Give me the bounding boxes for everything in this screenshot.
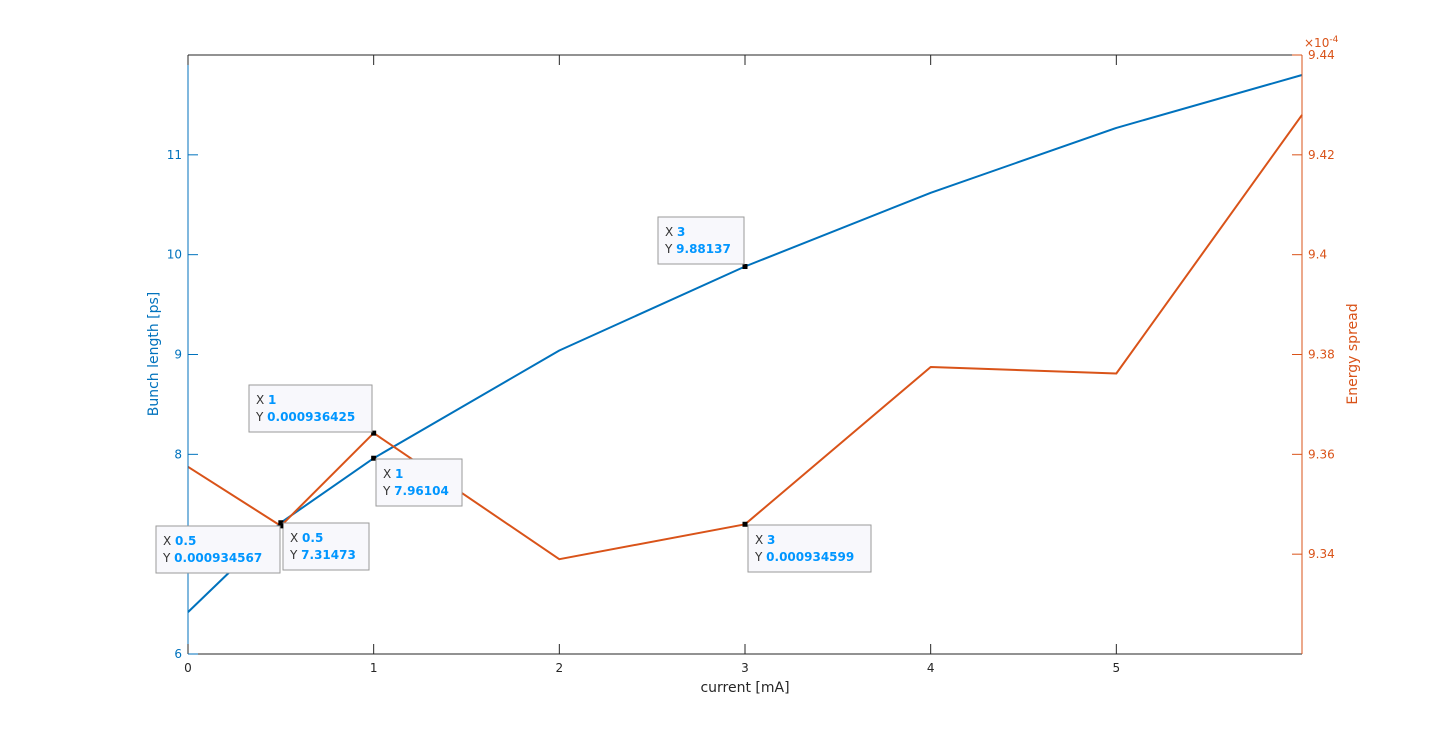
datatip: X 3Y 0.000934599 <box>742 521 872 573</box>
datatip-x-key: X <box>163 534 175 548</box>
datatip-x-line: X 3 <box>665 225 685 239</box>
x-axis-label: current [mA] <box>700 680 789 696</box>
datatip-x-line: X 3 <box>755 533 775 547</box>
datatip-marker <box>371 455 377 461</box>
datatip-x-value: 3 <box>767 533 775 547</box>
datatip-y-line: Y 0.000934599 <box>754 550 854 564</box>
datatip-y-key: Y <box>162 551 174 565</box>
datatip-y-key: Y <box>289 548 301 562</box>
datatip-y-line: Y 9.88137 <box>664 242 731 256</box>
datatip-x-value: 3 <box>677 225 685 239</box>
datatip-x-line: X 1 <box>383 467 403 481</box>
x-tick-label: 2 <box>556 661 564 675</box>
datatip-box <box>375 458 463 507</box>
bunch-length-line <box>187 74 1303 613</box>
right-y-tick-label: 9.34 <box>1308 547 1335 561</box>
left-y-tick-label: 8 <box>174 447 182 461</box>
datatip-y-value: 7.96104 <box>394 484 449 498</box>
right-y-tick-label: 9.4 <box>1308 248 1327 262</box>
datatip-y-value: 7.31473 <box>301 548 356 562</box>
energy-spread-line <box>187 114 1303 561</box>
datatip-x-value: 1 <box>268 393 276 407</box>
datatip-x-value: 0.5 <box>175 534 196 548</box>
datatip-box <box>747 524 872 573</box>
right-y-tick-label: 9.42 <box>1308 148 1335 162</box>
datatip-x-value: 1 <box>395 467 403 481</box>
plot-area <box>187 74 1303 613</box>
datatip-marker <box>742 521 748 527</box>
datatip-y-key: Y <box>754 550 766 564</box>
right-y-tick-label: 9.38 <box>1308 348 1335 362</box>
datatip-y-value: 0.000936425 <box>267 410 355 424</box>
datatip-x-value: 0.5 <box>302 531 323 545</box>
datatip-x-key: X <box>665 225 677 239</box>
left-y-tick-label: 6 <box>174 647 182 661</box>
datatip-y-value: 9.88137 <box>676 242 731 256</box>
datatip: X 1Y 7.96104 <box>371 455 463 507</box>
datatip-marker <box>371 430 377 436</box>
datatip-box <box>657 216 745 265</box>
datatip-x-line: X 1 <box>256 393 276 407</box>
datatip-x-key: X <box>256 393 268 407</box>
x-tick-label: 4 <box>927 661 935 675</box>
right-axis-label: Energy spread <box>1345 303 1361 404</box>
left-axis-label: Bunch length [ps] <box>146 292 162 417</box>
datatip-y-line: Y 7.96104 <box>382 484 449 498</box>
datatip: X 3Y 9.88137 <box>657 216 748 270</box>
datatip-y-value: 0.000934567 <box>174 551 262 565</box>
x-tick-label: 1 <box>370 661 378 675</box>
right-y-tick-label: 9.36 <box>1308 447 1335 461</box>
right-axis-exponent: ×10-4 <box>1304 35 1339 50</box>
datatip-x-line: X 0.5 <box>163 534 196 548</box>
datatip-x-key: X <box>290 531 302 545</box>
datatip-x-key: X <box>755 533 767 547</box>
left-y-tick-label: 11 <box>167 148 182 162</box>
datatip: X 0.5Y 0.000934567 <box>155 523 284 574</box>
left-y-tick-label: 9 <box>174 348 182 362</box>
datatip-marker <box>742 264 748 270</box>
x-tick-label: 5 <box>1113 661 1121 675</box>
datatip-box <box>155 525 281 574</box>
datatip-x-line: X 0.5 <box>290 531 323 545</box>
datatip-y-value: 0.000934599 <box>766 550 854 564</box>
datatip-marker <box>278 520 284 526</box>
left-y-tick-label: 10 <box>167 248 182 262</box>
datatip-y-key: Y <box>255 410 267 424</box>
datatip-y-line: Y 0.000934567 <box>162 551 262 565</box>
datatip-y-key: Y <box>664 242 676 256</box>
datatip-x-key: X <box>383 467 395 481</box>
datatip-marker <box>278 523 284 529</box>
datatip-box <box>248 384 373 433</box>
datatip: X 1Y 0.000936425 <box>248 384 377 436</box>
right-y-tick-label: 9.44 <box>1308 48 1335 62</box>
datatip: X 0.5Y 7.31473 <box>278 520 370 571</box>
x-tick-label: 3 <box>741 661 749 675</box>
datatip-box <box>282 522 370 571</box>
datatip-y-key: Y <box>382 484 394 498</box>
x-tick-label: 0 <box>184 661 192 675</box>
datatip-y-line: Y 7.31473 <box>289 548 356 562</box>
datatip-y-line: Y 0.000936425 <box>255 410 355 424</box>
